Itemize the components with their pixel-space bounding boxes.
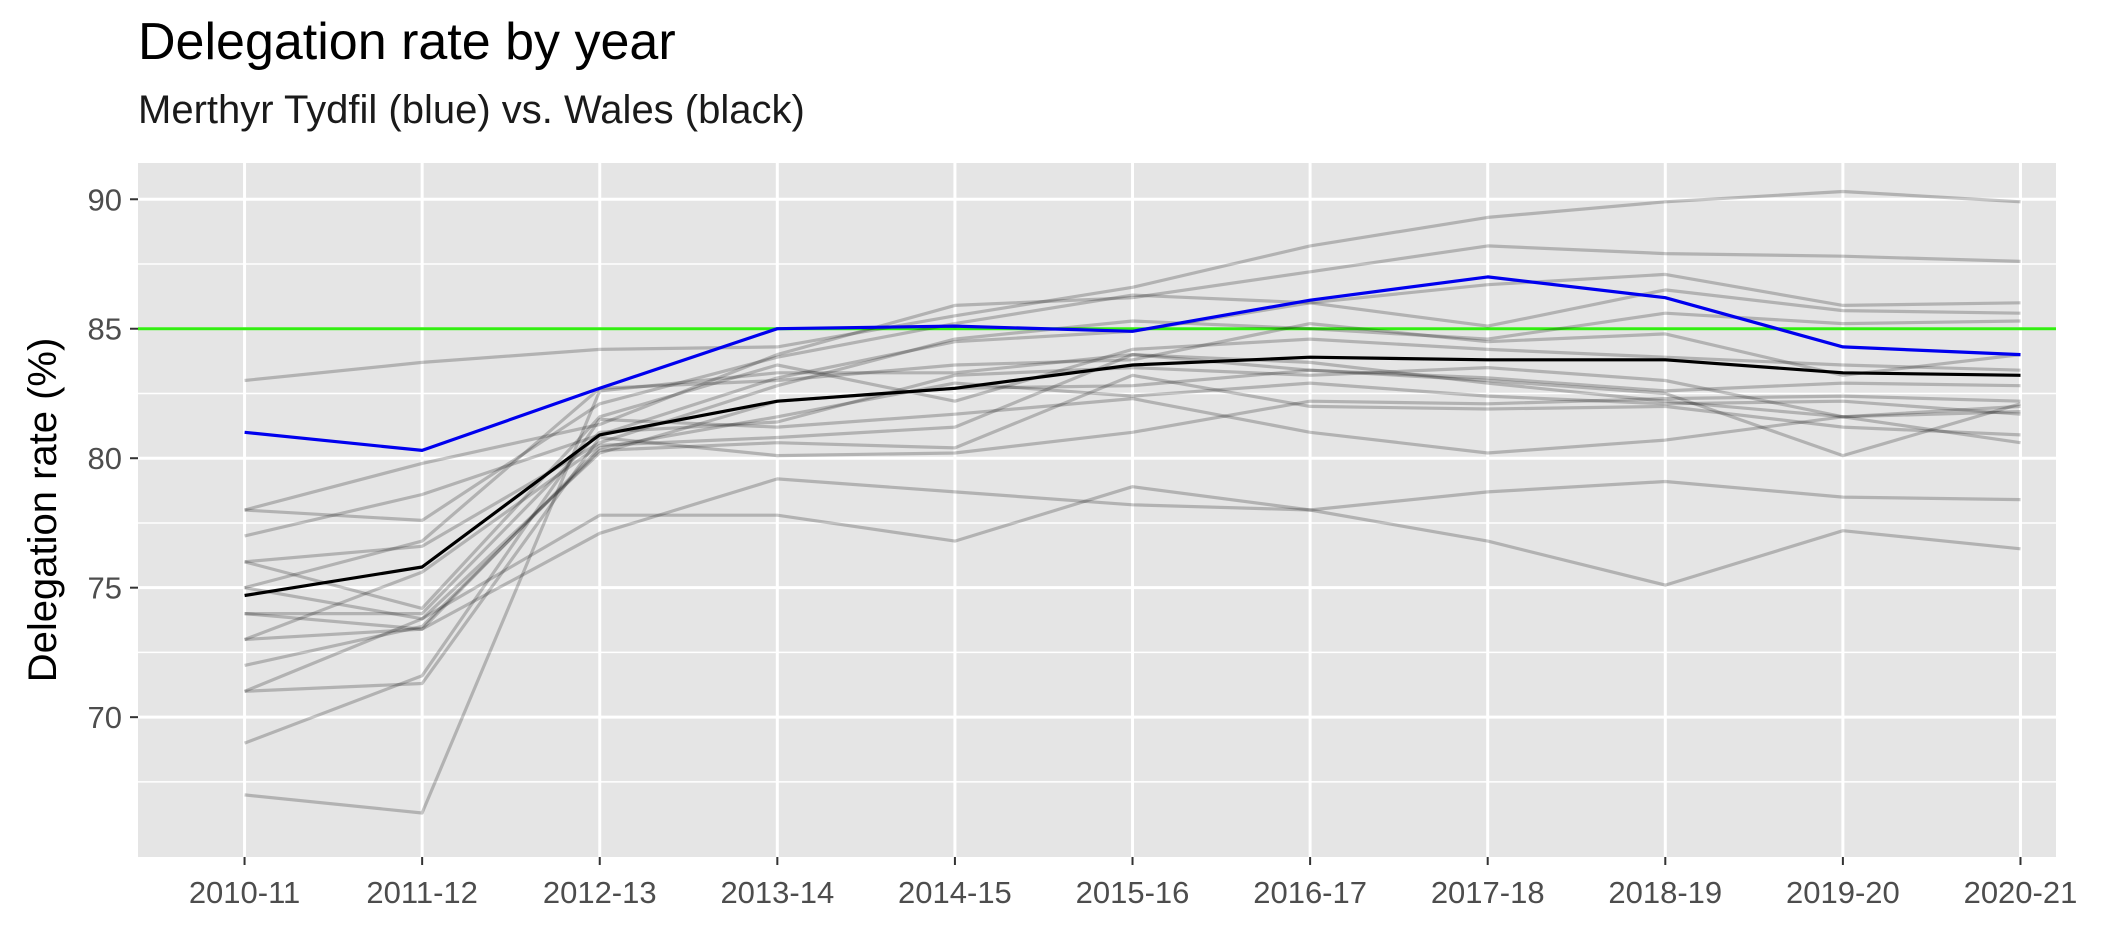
other-series-line [244, 477, 2021, 631]
wales-average-line [244, 355, 2021, 598]
x-tick-label: 2011-12 [366, 875, 477, 910]
major-gridlines [138, 163, 2056, 857]
average-series-layer [244, 355, 2021, 598]
plot-panel [138, 163, 2056, 857]
other-series-line [244, 381, 2021, 642]
y-axis: 70 75 80 85 90 [88, 182, 138, 735]
x-tick-label: 2016-17 [1253, 875, 1367, 910]
other-series-line [244, 353, 2021, 641]
x-tick-label: 2017-18 [1431, 875, 1545, 910]
x-tick-label: 2012-13 [543, 875, 657, 910]
x-tick-label: 2013-14 [720, 875, 834, 910]
other-series-line [243, 479, 2021, 693]
other-series-line [244, 366, 2021, 616]
highlight-series-layer [244, 275, 2021, 452]
x-tick-label: 2010-11 [189, 875, 300, 910]
x-tick-label: 2014-15 [898, 875, 1012, 910]
x-axis: 2010-11 2011-12 2012-13 2013-14 2014-15 2015-… [189, 857, 2078, 910]
x-tick-label: 2018-19 [1608, 875, 1722, 910]
other-series-line [244, 322, 2021, 590]
y-tick-label: 70 [88, 700, 122, 735]
y-axis-title: Delegation rate (%) [21, 338, 65, 683]
merthyr-tydfil-line [244, 275, 2021, 452]
other-series-line [244, 244, 2021, 512]
x-tick-label: 2019-20 [1786, 875, 1900, 910]
other-series-line [244, 373, 2021, 667]
other-series-line [244, 272, 2021, 523]
minor-gridlines [138, 263, 2056, 783]
y-tick-label: 85 [88, 312, 122, 347]
x-tick-label: 2020-21 [1964, 875, 2078, 910]
other-series-line [244, 189, 2021, 383]
y-tick-label: 75 [88, 571, 122, 606]
other-series-layer [243, 189, 2021, 815]
y-tick-label: 80 [88, 441, 122, 476]
x-tick-label: 2015-16 [1076, 875, 1190, 910]
y-tick-label: 90 [88, 182, 122, 217]
other-series-line [244, 368, 2021, 621]
other-series-line [244, 397, 2021, 745]
chart-title: Delegation rate by year [138, 13, 676, 71]
other-series-line [244, 394, 2021, 693]
other-series-line [244, 353, 2021, 815]
chart-subtitle: Merthyr Tydfil (blue) vs. Wales (black) [138, 88, 805, 132]
